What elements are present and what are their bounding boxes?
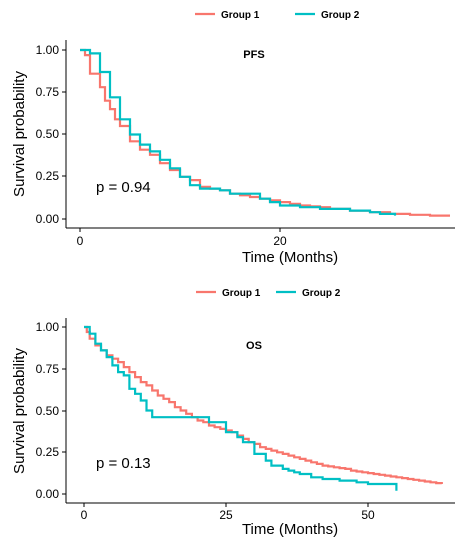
os-legend-label-group1: Group 1 — [222, 288, 261, 299]
os-y-tick-label: 0.00 — [36, 487, 60, 501]
pfs-legend-label-group2: Group 2 — [321, 10, 360, 21]
os-y-tick-label: 0.50 — [36, 404, 60, 418]
pfs-legend: Group 1 Group 2 — [195, 10, 360, 21]
pfs-p-value: p = 0.94 — [96, 179, 151, 196]
os-x-tick-label: 25 — [219, 508, 233, 522]
pfs-x-ticks: 0 20 — [77, 228, 287, 248]
pfs-y-tick-label: 0.50 — [36, 127, 60, 141]
panel-os: Group 1 Group 2 OS 0.00 0.25 0.50 0.75 1 — [11, 288, 455, 538]
os-y-tick-label: 0.25 — [36, 445, 60, 459]
os-x-tick-label: 0 — [81, 508, 88, 522]
pfs-legend-label-group1: Group 1 — [221, 10, 260, 21]
pfs-y-tick-label: 0.25 — [36, 169, 60, 183]
pfs-x-tick-label: 20 — [273, 234, 287, 248]
pfs-y-axis-title: Survival probability — [11, 71, 28, 197]
os-y-tick-label: 1.00 — [36, 320, 60, 334]
os-y-axis-title: Survival probability — [11, 348, 28, 474]
os-curve-group2 — [84, 325, 398, 491]
os-y-ticks: 0.00 0.25 0.50 0.75 1.00 — [36, 320, 66, 501]
os-curve-group1 — [84, 325, 443, 485]
pfs-x-tick-label: 0 — [77, 234, 84, 248]
pfs-y-tick-label: 1.00 — [36, 43, 60, 57]
os-legend: Group 1 Group 2 — [196, 288, 341, 299]
panel-pfs: Group 1 Group 2 PFS 0.00 0.25 0.50 0.75 — [11, 10, 455, 266]
pfs-panel-title: PFS — [243, 49, 264, 61]
os-panel-title: OS — [246, 340, 262, 352]
pfs-curve-group2 — [80, 48, 397, 216]
os-legend-label-group2: Group 2 — [302, 288, 341, 299]
os-y-tick-label: 0.75 — [36, 362, 60, 376]
os-x-tick-label: 50 — [361, 508, 375, 522]
os-p-value: p = 0.13 — [96, 455, 151, 472]
pfs-y-tick-label: 0.75 — [36, 85, 60, 99]
os-x-axis-title: Time (Months) — [242, 521, 338, 538]
pfs-x-axis-title: Time (Months) — [242, 249, 338, 266]
pfs-y-tick-label: 0.00 — [36, 212, 60, 226]
os-x-ticks: 0 25 50 — [81, 503, 375, 522]
pfs-y-ticks: 0.00 0.25 0.50 0.75 1.00 — [36, 43, 66, 226]
